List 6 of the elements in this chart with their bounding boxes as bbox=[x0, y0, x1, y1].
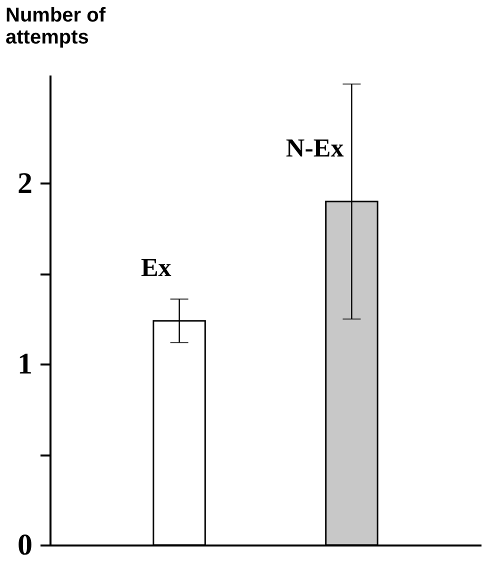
x-tick-label: Ex bbox=[140, 252, 172, 282]
y-tick-label: 1 bbox=[18, 348, 32, 381]
y-tick-label: 2 bbox=[18, 166, 32, 200]
y-tick-label: 0 bbox=[18, 528, 32, 562]
y-axis-title: Number of attempts bbox=[6, 4, 106, 48]
x-tick-label: N-Ex bbox=[286, 134, 344, 163]
